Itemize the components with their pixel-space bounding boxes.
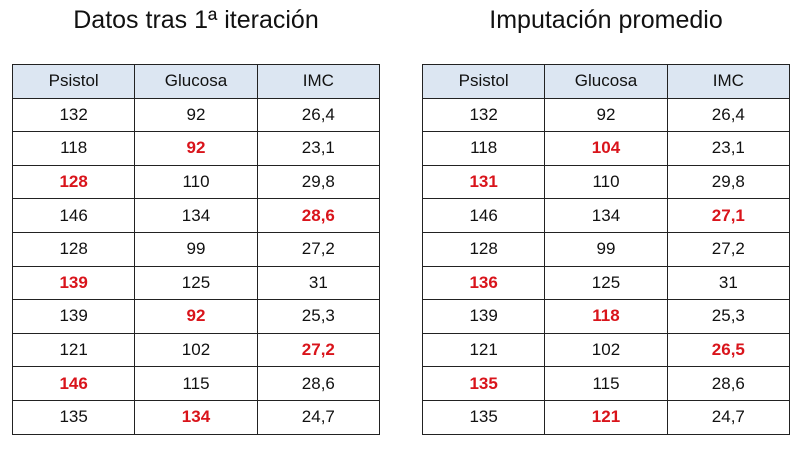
header-row: Psistol Glucosa IMC [11, 64, 381, 99]
data-table: Psistol Glucosa IMC 132 92 26,4 118 92 23,1 128 11… [11, 64, 381, 435]
table-cell: 139 [11, 265, 136, 301]
table-cell: 121 [544, 399, 668, 435]
table-cell: 24,7 [666, 399, 791, 435]
table-cell: 135 [421, 399, 546, 435]
table-cell: 135 [11, 399, 136, 435]
table-cell: 92 [134, 299, 258, 334]
table-title: Datos tras 1ª iteración [73, 6, 319, 34]
table-row: 139 118 25,3 [421, 299, 791, 334]
column-header: Psistol [421, 64, 546, 99]
table-cell: 134 [544, 198, 668, 233]
table-row: 121 102 27,2 [11, 332, 381, 368]
table-cell: 128 [421, 231, 546, 267]
table-row: 136 125 31 [421, 265, 791, 301]
table-cell: 26,5 [666, 332, 791, 368]
table-title: Imputación promedio [489, 6, 723, 34]
column-header: Psistol [11, 64, 136, 99]
table-row: 135 121 24,7 [421, 399, 791, 435]
table-row: 128 99 27,2 [421, 231, 791, 267]
table-cell: 146 [421, 198, 546, 233]
table-cell: 99 [134, 231, 258, 267]
table-row: 135 134 24,7 [11, 399, 381, 435]
table-cell: 27,2 [666, 231, 791, 267]
table-row: 139 92 25,3 [11, 299, 381, 334]
table-cell: 92 [134, 131, 258, 166]
column-header: IMC [666, 64, 791, 99]
table-row: 131 110 29,8 [421, 164, 791, 200]
table-cell: 31 [256, 265, 381, 301]
table-cell: 121 [421, 332, 546, 368]
table-cell: 27,1 [666, 198, 791, 233]
table-cell: 125 [134, 265, 258, 301]
table-cell: 118 [421, 131, 546, 166]
table-cell: 139 [421, 299, 546, 334]
table-row: 146 134 27,1 [421, 198, 791, 233]
table-cell: 134 [134, 198, 258, 233]
table-cell: 146 [11, 198, 136, 233]
table-cell: 23,1 [666, 131, 791, 166]
table-cell: 146 [11, 366, 136, 401]
column-header: Glucosa [544, 64, 668, 99]
table-cell: 104 [544, 131, 668, 166]
table-row: 118 104 23,1 [421, 131, 791, 166]
table-cell: 26,4 [666, 97, 791, 133]
table-row: 132 92 26,4 [11, 97, 381, 133]
table-cell: 92 [134, 97, 258, 133]
table-cell: 24,7 [256, 399, 381, 435]
table-row: 128 110 29,8 [11, 164, 381, 200]
column-header: Glucosa [134, 64, 258, 99]
table-cell: 118 [11, 131, 136, 166]
table-cell: 28,6 [256, 198, 381, 233]
table-cell: 26,4 [256, 97, 381, 133]
table-cell: 102 [544, 332, 668, 368]
table-cell: 115 [544, 366, 668, 401]
table-cell: 128 [11, 164, 136, 200]
table-cell: 25,3 [256, 299, 381, 334]
table-cell: 121 [11, 332, 136, 368]
table-row: 146 115 28,6 [11, 366, 381, 401]
table-cell: 28,6 [256, 366, 381, 401]
table-cell: 132 [11, 97, 136, 133]
column-header: IMC [256, 64, 381, 99]
table-cell: 131 [421, 164, 546, 200]
table-cell: 92 [544, 97, 668, 133]
table-cell: 132 [421, 97, 546, 133]
table-cell: 25,3 [666, 299, 791, 334]
table-row: 139 125 31 [11, 265, 381, 301]
header-row: Psistol Glucosa IMC [421, 64, 791, 99]
table-cell: 139 [11, 299, 136, 334]
table-row: 132 92 26,4 [421, 97, 791, 133]
table-cell: 115 [134, 366, 258, 401]
table-cell: 29,8 [256, 164, 381, 200]
table-cell: 118 [544, 299, 668, 334]
data-table: Psistol Glucosa IMC 132 92 26,4 118 104 23,1 131 1… [421, 64, 791, 435]
table-cell: 135 [421, 366, 546, 401]
table-cell: 27,2 [256, 231, 381, 267]
table-cell: 136 [421, 265, 546, 301]
table-cell: 134 [134, 399, 258, 435]
table-row: 118 92 23,1 [11, 131, 381, 166]
table-cell: 102 [134, 332, 258, 368]
table-row: 135 115 28,6 [421, 366, 791, 401]
table-cell: 125 [544, 265, 668, 301]
table-cell: 23,1 [256, 131, 381, 166]
table-cell: 27,2 [256, 332, 381, 368]
table-cell: 99 [544, 231, 668, 267]
table-row: 128 99 27,2 [11, 231, 381, 267]
table-cell: 28,6 [666, 366, 791, 401]
table-cell: 110 [134, 164, 258, 200]
table-cell: 110 [544, 164, 668, 200]
table-cell: 29,8 [666, 164, 791, 200]
table-row: 146 134 28,6 [11, 198, 381, 233]
table-row: 121 102 26,5 [421, 332, 791, 368]
table-cell: 128 [11, 231, 136, 267]
table-cell: 31 [666, 265, 791, 301]
